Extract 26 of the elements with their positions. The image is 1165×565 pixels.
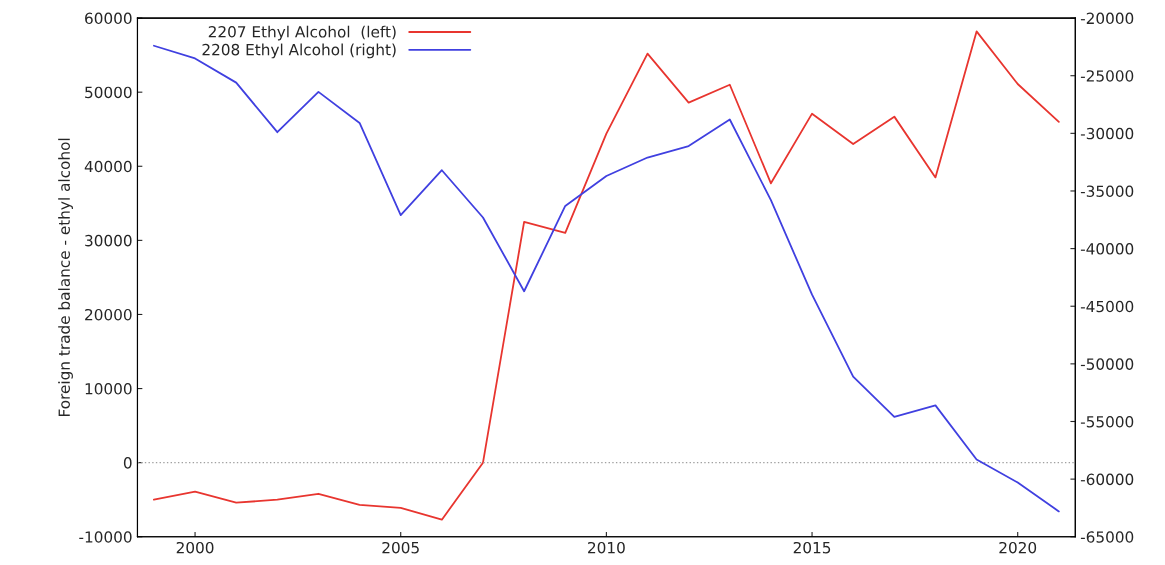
- y2-tick-label: -35000: [1080, 185, 1134, 197]
- x-tick-label: 2010: [588, 541, 625, 554]
- x-tick-label: 2005: [382, 541, 419, 554]
- y-tick-label: 30000: [85, 234, 132, 247]
- x-tick-label: 2000: [176, 541, 214, 554]
- y-tick-label: 10000: [85, 383, 132, 395]
- legend-label: 2208 Ethyl Alcohol (right): [202, 43, 396, 59]
- y-tick-label: 0: [123, 457, 132, 469]
- y2-tick-label: -30000: [1080, 127, 1134, 140]
- y-tick-label: 40000: [84, 160, 132, 173]
- y-tick-label: 50000: [85, 86, 132, 99]
- y2-tick-label: -25000: [1080, 70, 1134, 82]
- y-tick-label: 20000: [85, 308, 132, 321]
- y-tick-label: -10000: [79, 531, 132, 543]
- y2-tick-label: -40000: [1080, 243, 1134, 255]
- y-tick-label: 60000: [85, 12, 132, 25]
- y2-tick-label: -65000: [1080, 531, 1134, 543]
- legend-label: 2207 Ethyl Alcohol (left): [208, 25, 396, 41]
- y2-tick-label: -50000: [1080, 358, 1134, 370]
- y2-tick-label: -60000: [1080, 473, 1134, 486]
- y-axis-title: Foreign trade balance - ethyl alcohol: [58, 138, 73, 417]
- y2-tick-label: -45000: [1080, 300, 1134, 313]
- y2-tick-label: -20000: [1080, 12, 1134, 25]
- x-tick-label: 2020: [999, 541, 1037, 554]
- x-tick-label: 2015: [793, 541, 831, 554]
- y2-tick-label: -55000: [1080, 415, 1134, 428]
